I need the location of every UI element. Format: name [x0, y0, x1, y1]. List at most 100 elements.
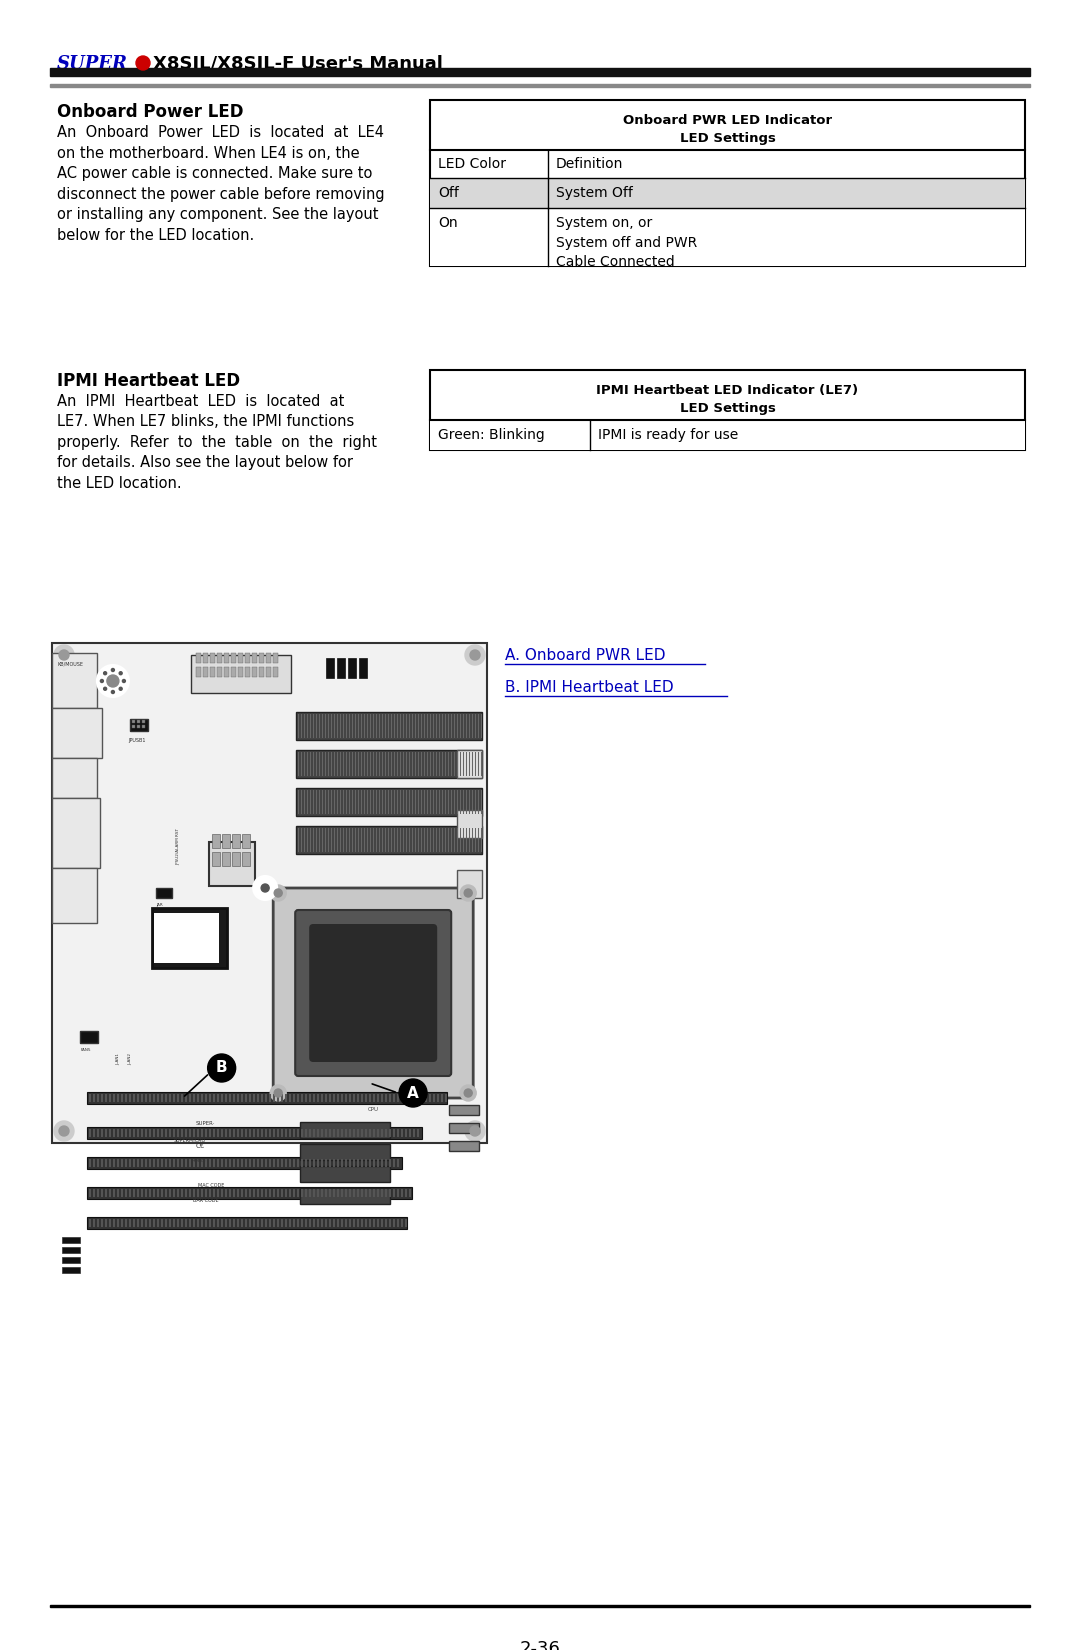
Text: B: B	[216, 1061, 228, 1076]
Circle shape	[274, 889, 282, 898]
Bar	[303, 828, 306, 851]
Bar	[249, 1219, 251, 1228]
Bar	[352, 790, 353, 813]
Bar	[454, 828, 455, 851]
Bar	[339, 752, 341, 775]
Bar	[454, 752, 455, 775]
Bar	[381, 1158, 383, 1167]
Bar	[449, 1124, 480, 1134]
Text: JLAN1: JLAN1	[117, 1053, 120, 1064]
Bar	[365, 1219, 367, 1228]
Bar	[457, 751, 482, 779]
Bar	[229, 1219, 231, 1228]
Bar	[121, 1129, 123, 1137]
Bar	[201, 1190, 203, 1196]
Bar	[357, 714, 359, 738]
Text: SUPER: SUPER	[57, 54, 129, 73]
Bar	[52, 799, 100, 868]
Bar	[318, 1190, 319, 1196]
Bar	[201, 1219, 203, 1228]
Bar	[133, 724, 135, 728]
Bar	[417, 1129, 419, 1137]
Bar	[52, 653, 97, 708]
Bar	[365, 1094, 367, 1102]
Bar	[245, 1129, 247, 1137]
Bar	[141, 1158, 143, 1167]
Text: MAC CODE: MAC CODE	[198, 1183, 225, 1188]
Bar	[149, 1219, 151, 1228]
Bar	[113, 1158, 114, 1167]
Bar	[157, 1219, 159, 1228]
Bar	[307, 752, 308, 775]
Bar	[109, 1094, 111, 1102]
Bar	[273, 1129, 275, 1137]
Bar	[393, 752, 395, 775]
Bar	[244, 667, 249, 676]
Bar	[89, 1190, 91, 1196]
Bar	[242, 851, 249, 866]
Text: JLAN2: JLAN2	[129, 1053, 132, 1064]
Bar	[205, 1219, 207, 1228]
Bar	[369, 1219, 372, 1228]
Bar	[411, 714, 414, 738]
Bar	[391, 714, 392, 738]
Bar	[281, 1190, 283, 1196]
Bar	[373, 790, 374, 813]
Text: An  Onboard  Power  LED  is  located  at  LE4: An Onboard Power LED is located at LE4	[57, 125, 384, 140]
Bar	[384, 752, 387, 775]
Bar	[361, 1219, 363, 1228]
Bar	[285, 1129, 287, 1137]
Bar	[349, 1094, 351, 1102]
Bar	[364, 828, 365, 851]
Bar	[325, 714, 326, 738]
Text: JAR: JAR	[157, 903, 163, 908]
Bar	[165, 1190, 167, 1196]
Bar	[341, 1129, 343, 1137]
Bar	[397, 1219, 399, 1228]
Bar	[325, 1190, 327, 1196]
Bar	[141, 1190, 143, 1196]
Bar	[157, 1158, 159, 1167]
Text: LED Settings: LED Settings	[679, 132, 775, 145]
Text: Off: Off	[438, 186, 459, 200]
Bar	[133, 719, 135, 723]
Bar	[322, 714, 323, 738]
Circle shape	[464, 1089, 472, 1097]
Bar	[376, 714, 377, 738]
Bar	[330, 752, 333, 775]
Text: A: A	[407, 1086, 419, 1101]
Bar	[435, 790, 437, 813]
Bar	[145, 1129, 147, 1137]
Bar	[435, 714, 437, 738]
Bar	[349, 1219, 351, 1228]
Bar	[420, 752, 422, 775]
Bar	[141, 1094, 143, 1102]
Bar	[193, 1094, 195, 1102]
Bar	[141, 1129, 143, 1137]
Bar	[133, 1094, 135, 1102]
Bar	[345, 1190, 347, 1196]
Bar	[105, 1158, 107, 1167]
Bar	[225, 1190, 227, 1196]
Bar	[418, 752, 419, 775]
Bar	[341, 1094, 343, 1102]
Bar	[224, 653, 229, 663]
Bar	[438, 828, 441, 851]
Bar	[276, 1094, 279, 1102]
Bar	[173, 1158, 175, 1167]
Bar	[462, 828, 464, 851]
Bar	[109, 1129, 111, 1137]
Bar	[384, 1129, 387, 1137]
Bar	[309, 1094, 311, 1102]
Bar	[352, 752, 353, 775]
Bar	[113, 1190, 114, 1196]
Bar	[325, 1219, 327, 1228]
Bar	[462, 752, 464, 775]
Bar	[417, 1094, 419, 1102]
Bar	[309, 1190, 311, 1196]
Bar	[229, 1129, 231, 1137]
Bar	[381, 1190, 383, 1196]
Bar	[80, 1031, 98, 1043]
Bar	[201, 1158, 203, 1167]
Bar	[105, 1190, 107, 1196]
